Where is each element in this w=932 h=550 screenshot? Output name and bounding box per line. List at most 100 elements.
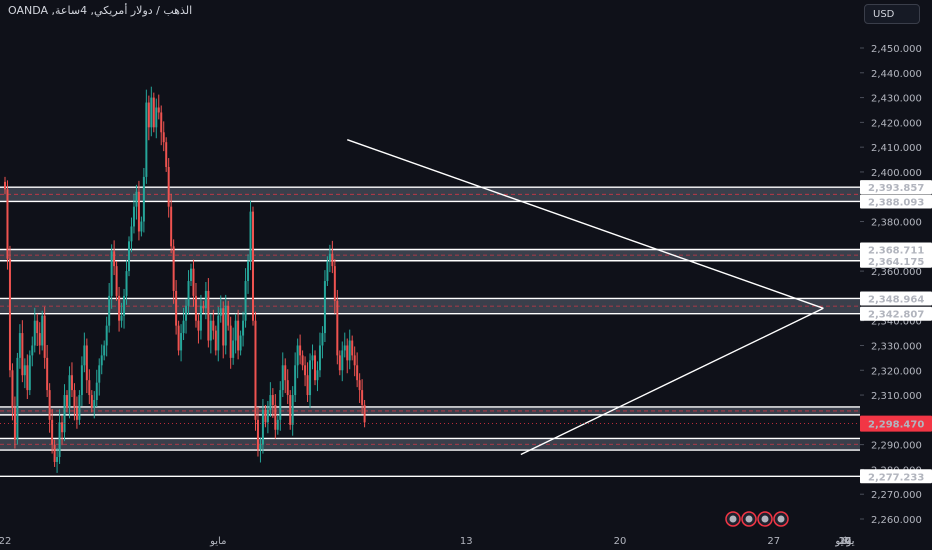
candle	[110, 251, 113, 296]
x-tick-label: 17	[839, 536, 852, 547]
y-tick-label: 2,380.000	[871, 218, 922, 229]
candle	[336, 300, 339, 356]
candle	[11, 370, 14, 408]
candle	[346, 345, 349, 361]
candle	[318, 345, 321, 371]
x-tick-label: 24	[839, 536, 852, 547]
candle	[157, 107, 160, 113]
y-tick-label: 2,430.000	[871, 94, 922, 105]
candle	[90, 395, 93, 408]
candle	[13, 407, 16, 440]
candle	[18, 333, 21, 358]
candle	[165, 142, 168, 167]
candle	[296, 345, 299, 366]
price-axis[interactable]	[860, 0, 932, 550]
trendline	[347, 139, 824, 309]
candle	[214, 330, 217, 351]
candle	[41, 315, 44, 346]
x-tick-label: 13	[460, 536, 473, 547]
candle	[155, 107, 158, 128]
candle	[202, 305, 205, 309]
candle	[132, 206, 135, 227]
candle	[115, 266, 118, 296]
candle	[224, 305, 227, 346]
candle	[31, 345, 34, 356]
flag-icon	[745, 515, 753, 523]
candle	[125, 271, 128, 296]
candle	[306, 375, 309, 396]
candle	[93, 400, 96, 408]
candle	[194, 295, 197, 321]
candle	[252, 211, 254, 321]
candle	[70, 375, 73, 391]
candle	[353, 355, 356, 366]
candle	[98, 365, 101, 383]
candle	[299, 345, 302, 356]
candle	[239, 335, 242, 351]
candle	[38, 333, 41, 346]
candle	[244, 281, 247, 321]
y-tick-label: 2,290.000	[871, 441, 922, 452]
y-tick-label: 2,340.000	[871, 317, 922, 328]
candle	[222, 308, 225, 346]
candle	[177, 325, 180, 351]
candle	[254, 320, 257, 420]
symbol-title: الذهب / دولار أمريكي, 4ساعة, OANDA	[8, 4, 193, 17]
candle	[207, 290, 210, 341]
candle	[343, 345, 346, 351]
candle	[197, 320, 200, 331]
candle	[147, 102, 150, 128]
candle	[289, 395, 292, 425]
candle	[137, 191, 140, 232]
y-tick-label: 2,330.000	[871, 341, 922, 352]
candle	[266, 409, 269, 423]
y-tick-label: 2,270.000	[871, 490, 922, 501]
candle	[145, 102, 148, 177]
candle	[56, 457, 59, 462]
candle	[321, 333, 324, 346]
candle	[61, 422, 64, 433]
currency-button[interactable]: USD	[864, 4, 920, 24]
candle	[51, 419, 54, 445]
level-price-label: 2,277.233	[868, 472, 924, 483]
candle	[190, 268, 192, 282]
candle	[219, 308, 222, 316]
candle	[103, 345, 106, 356]
candle	[271, 395, 274, 405]
candle	[217, 315, 220, 351]
candle	[314, 355, 316, 381]
x-tick-label: 20	[614, 536, 627, 547]
level-price-label: 2,348.964	[868, 294, 924, 305]
candle	[130, 226, 133, 242]
x-tick-label: 8	[842, 536, 848, 547]
flag-icon	[729, 515, 737, 523]
candle	[294, 365, 297, 396]
candle	[123, 295, 126, 316]
level-price-label: 2,364.175	[868, 257, 924, 268]
candle	[242, 320, 245, 336]
candle	[274, 404, 277, 430]
candle	[100, 355, 103, 366]
candle	[333, 266, 336, 301]
candle	[26, 365, 29, 391]
candle	[172, 246, 175, 291]
candle	[8, 258, 11, 371]
candle	[6, 189, 9, 259]
candle	[16, 357, 19, 440]
candle	[150, 97, 153, 128]
candle	[237, 320, 240, 351]
candle	[142, 176, 145, 222]
candle	[341, 350, 344, 371]
candle	[331, 253, 334, 267]
candle	[85, 345, 88, 381]
candle	[185, 305, 188, 321]
candle	[316, 370, 319, 381]
candle	[48, 390, 51, 420]
candle	[46, 357, 49, 391]
x-tick-label: 22	[0, 536, 11, 547]
y-tick-label: 2,400.000	[871, 168, 922, 179]
x-tick-label: مايو	[209, 536, 226, 547]
current-price-label: 2,298.470	[868, 420, 924, 431]
y-tick-label: 2,420.000	[871, 118, 922, 129]
